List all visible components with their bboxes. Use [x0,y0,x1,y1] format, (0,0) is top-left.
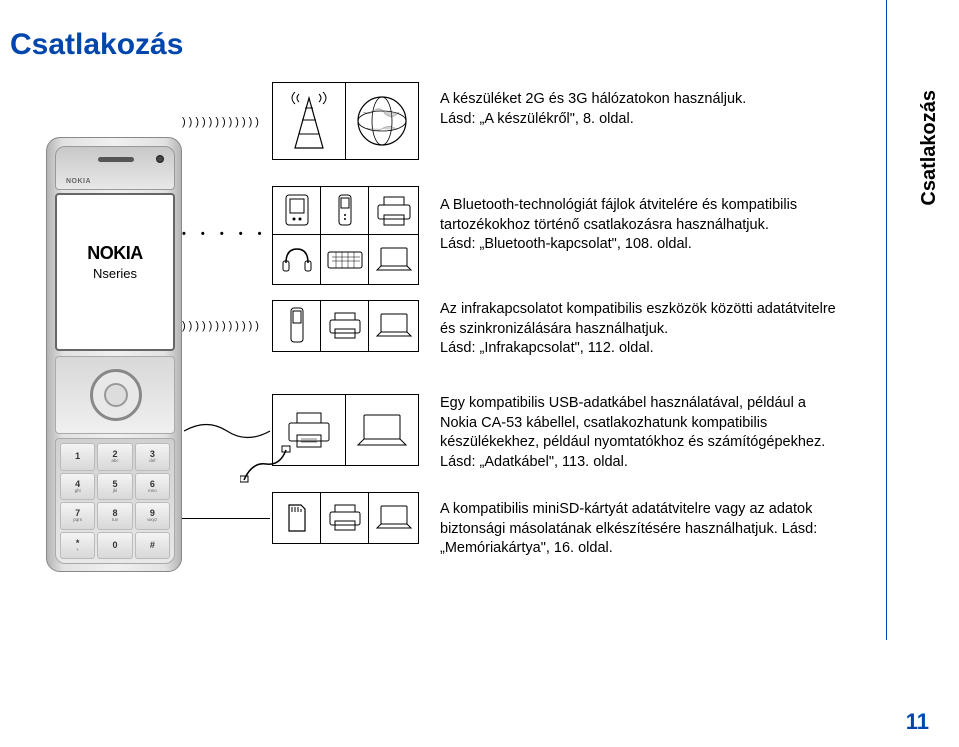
keypad-key: 4ghi [60,473,95,501]
keypad-key: 6mno [135,473,170,501]
keypad-key: 0 [97,532,132,560]
keypad-key: 1 [60,443,95,471]
keypad-key: 5jkl [97,473,132,501]
infrared-waves-icon: )))))))))))) [182,320,262,332]
phone-nav-pad [55,356,175,434]
paragraph-text: A készüléket 2G és 3G hálózatokon haszná… [440,90,840,110]
keypad-key: # [135,532,170,560]
text-infrared: Az infrakapcsolatot kompatibilis eszközö… [440,300,840,359]
laptop-icon [345,394,419,466]
diagram-box-infrared [272,300,418,352]
keypad-key: 8tuv [97,502,132,530]
connector-line [182,518,270,519]
paragraph-text: Egy kompatibilis USB-adatkábel használat… [440,394,840,453]
text-usb: Egy kompatibilis USB-adatkábel használat… [440,394,840,472]
printer-icon [320,492,369,544]
sd-card-icon [272,492,321,544]
printer-icon [368,186,419,235]
page-number: 11 [906,709,929,735]
paragraph-text: A Bluetooth-technológiát fájlok átvitelé… [440,196,840,235]
keypad-key: 2abc [97,443,132,471]
laptop-icon [368,492,419,544]
usb-cable-icon [240,444,292,486]
phone-small-icon [272,300,321,352]
phone-screen: NOKIA Nseries [55,193,175,351]
keypad-key: 9wxyz [135,502,170,530]
diagram-box-bluetooth [272,186,418,284]
vertical-divider [886,0,887,640]
phone-screen-sublabel: Nseries [63,266,167,281]
paragraph-text: A kompatibilis miniSD-kártyát adatátvite… [440,500,840,559]
paragraph-ref: Lásd: „Bluetooth-kapcsolat", 108. oldal. [440,235,840,255]
sidebar-section-label: Csatlakozás [918,90,941,206]
keypad-key: *+ [60,532,95,560]
pda-icon [272,186,321,235]
cable-line-icon [182,416,272,446]
paragraph-ref: Lásd: „A készülékről", 8. oldal. [440,110,840,130]
text-sdcard: A kompatibilis miniSD-kártyát adatátvite… [440,500,840,559]
headset-icon [272,234,321,285]
paragraph-ref: Lásd: „Adatkábel", 113. oldal. [440,453,840,473]
phone-keypad: 12abc3def 4ghi5jkl6mno 7pqrs8tuv9wxyz *+0# [55,438,175,564]
paragraph-text: Az infrakapcsolatot kompatibilis eszközö… [440,300,840,339]
globe-icon [345,82,419,160]
keypad-key: 3def [135,443,170,471]
paragraph-ref: Lásd: „Infrakapcsolat", 112. oldal. [440,339,840,359]
laptop-icon [368,300,419,352]
diagram-box-usb [272,394,418,466]
diagram-box-cellular [272,82,418,160]
phone-small-icon [320,186,369,235]
keypad-key: 7pqrs [60,502,95,530]
phone-illustration: NOKIA NOKIA Nseries 12abc3def 4ghi5jkl6mn… [40,82,188,572]
tower-icon [272,82,346,160]
text-cellular: A készüléket 2G és 3G hálózatokon haszná… [440,90,840,129]
text-bluetooth: A Bluetooth-technológiát fájlok átvitelé… [440,196,840,255]
printer-icon [320,300,369,352]
phone-screen-logo: NOKIA [63,243,167,264]
page-title: Csatlakozás [10,28,183,62]
radio-waves-icon: )))))))))))) [182,116,262,128]
diagram-box-sdcard [272,492,418,544]
keyboard-icon [320,234,369,285]
laptop-icon [368,234,419,285]
phone-brand-label: NOKIA [66,178,91,185]
